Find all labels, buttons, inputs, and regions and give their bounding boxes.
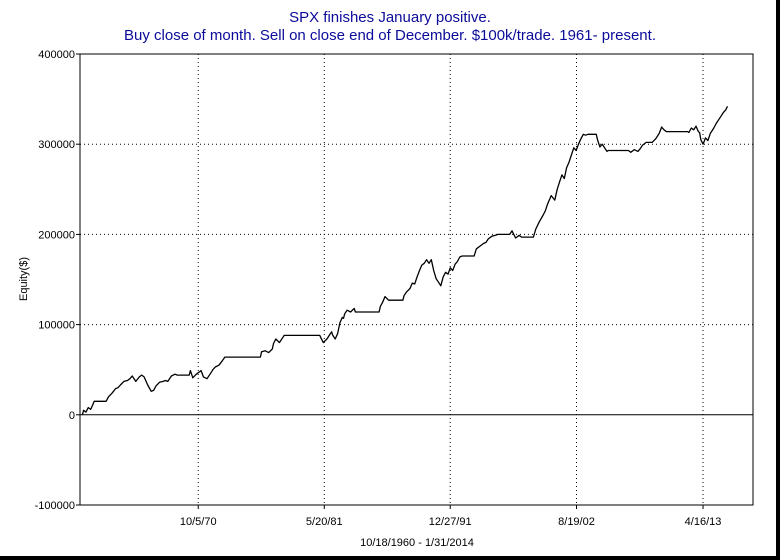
y-tick-label: 200000 (38, 229, 75, 241)
chart-title: SPX finishes January positive. (289, 9, 491, 26)
y-tick-label: 100000 (38, 320, 75, 332)
y-tick-label: 300000 (38, 139, 75, 151)
x-tick-label: 12/27/91 (429, 516, 472, 528)
x-tick-label: 4/16/13 (685, 516, 722, 528)
series-layer (81, 106, 729, 415)
y-tick-label: 0 (69, 410, 75, 422)
x-axis-label: 10/18/1960 - 1/31/2014 (360, 537, 474, 549)
x-tick-label: 5/20/81 (306, 516, 343, 528)
x-tick-label: 10/5/70 (180, 516, 217, 528)
equity-line (81, 106, 729, 415)
axes: 400000 300000 200000 100000 0 -100000 10/5/70 5… (35, 49, 722, 528)
x-tick-label: 8/19/02 (558, 516, 595, 528)
grid (80, 54, 753, 505)
y-axis-label: Equity($) (18, 257, 30, 301)
y-tick-label: -100000 (35, 500, 75, 512)
y-tick-label: 400000 (38, 49, 75, 61)
chart-subtitle: Buy close of month. Sell on close end of… (124, 27, 656, 44)
